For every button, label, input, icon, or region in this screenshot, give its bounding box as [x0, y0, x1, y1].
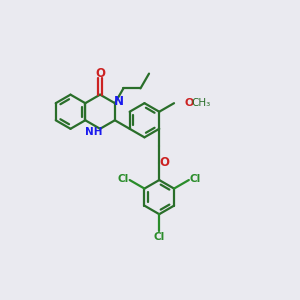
Text: NH: NH [85, 127, 102, 137]
Text: O: O [95, 67, 105, 80]
Text: O: O [160, 157, 170, 169]
Text: Cl: Cl [118, 174, 129, 184]
Text: CH₃: CH₃ [191, 98, 210, 108]
Text: N: N [114, 94, 124, 108]
Text: O: O [184, 98, 194, 108]
Text: Cl: Cl [154, 232, 165, 242]
Text: Cl: Cl [190, 174, 201, 184]
